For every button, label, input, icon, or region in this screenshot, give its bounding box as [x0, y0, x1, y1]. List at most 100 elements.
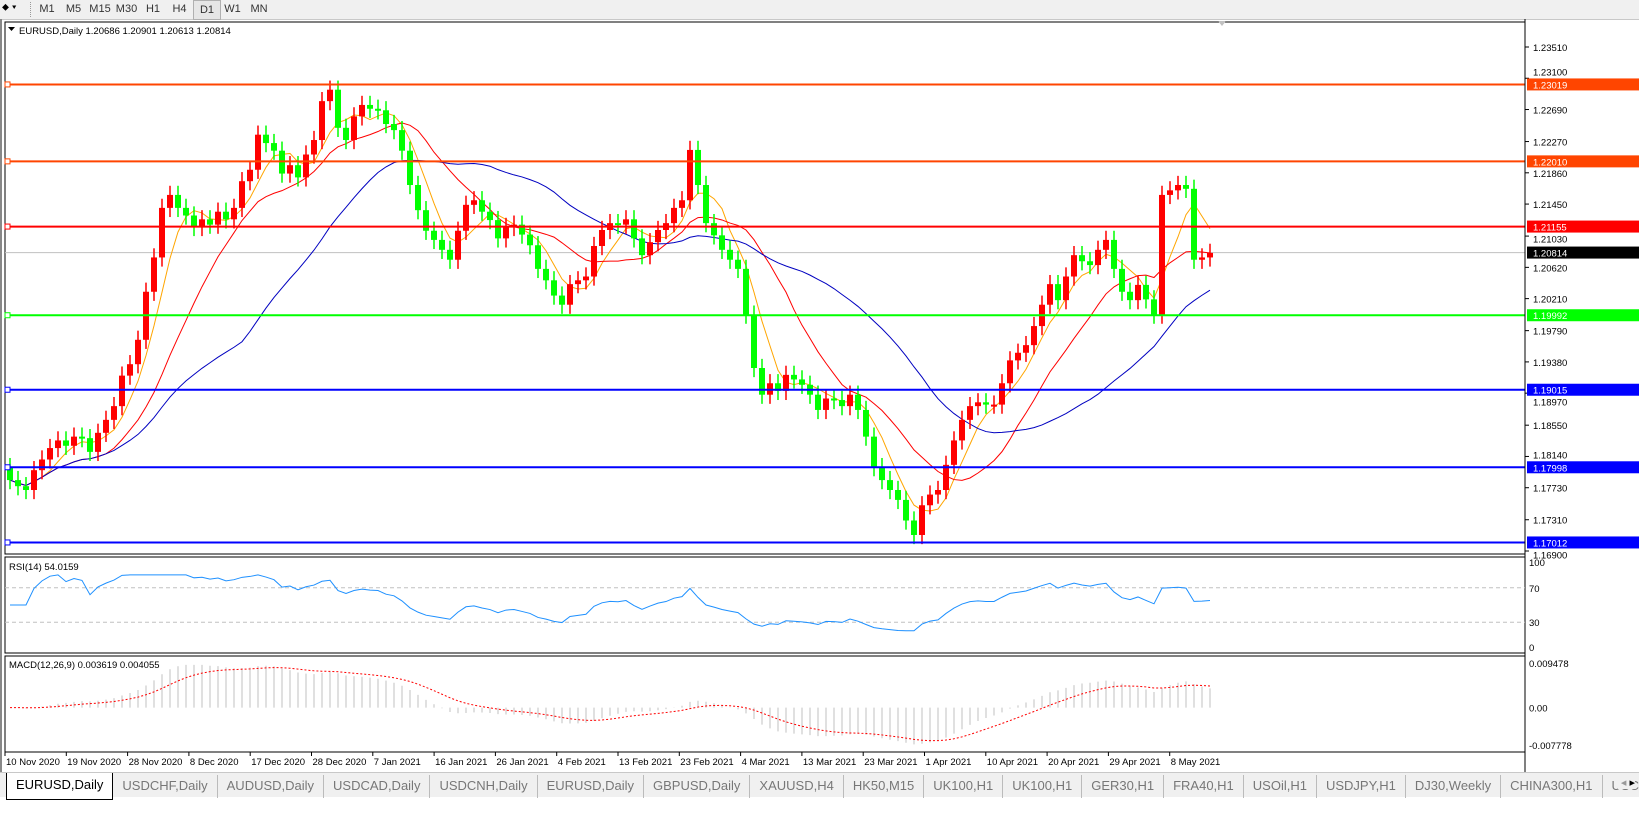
- level-price-tag: [1527, 155, 1639, 168]
- candle: [935, 480, 941, 504]
- date-label: 28 Dec 2020: [313, 757, 367, 768]
- candle-body: [399, 130, 405, 151]
- candle-body: [15, 480, 21, 487]
- candle-body: [839, 400, 845, 407]
- tab-scroll-left-icon[interactable]: ◂: [1620, 777, 1627, 789]
- candle: [743, 259, 749, 324]
- candle-body: [239, 181, 245, 208]
- candle: [535, 236, 541, 279]
- candle-body: [119, 375, 125, 407]
- candle: [631, 210, 637, 248]
- candle: [1119, 259, 1125, 301]
- candle: [87, 429, 93, 462]
- candle-body: [647, 242, 653, 256]
- candle-body: [943, 464, 949, 491]
- timeframe-m1[interactable]: M1: [39, 3, 55, 15]
- candle-body: [1095, 249, 1101, 266]
- chart-tab[interactable]: USDCHF,Daily: [113, 775, 218, 798]
- level-handle: [4, 158, 11, 165]
- macd-signal-line: [9, 667, 1211, 742]
- timeframe-d1[interactable]: D1: [193, 0, 221, 20]
- chart-tab[interactable]: HK50,M15: [844, 775, 925, 798]
- candle: [831, 389, 837, 410]
- date-label: 17 Dec 2020: [251, 757, 305, 768]
- candle-body: [71, 436, 77, 446]
- chart-tab[interactable]: EURUSD,Daily: [6, 773, 114, 800]
- drawing-tools-dropdown[interactable]: ⬥ ▾: [2, 2, 17, 13]
- date-label: 7 Jan 2021: [374, 757, 421, 768]
- chart-tab[interactable]: GER30,H1: [1082, 775, 1165, 798]
- chart-window[interactable]: EURUSD,Daily 1.20686 1.20901 1.20613 1.2…: [0, 19, 1639, 772]
- timeframe-mn[interactable]: MN: [250, 3, 268, 15]
- candle-body: [1063, 276, 1069, 301]
- chart-tab[interactable]: FRA40,H1: [1164, 775, 1244, 798]
- chart-tab[interactable]: GBPUSD,Daily: [644, 775, 751, 798]
- candle: [1159, 185, 1165, 324]
- chart-tab[interactable]: EURUSD,Daily: [538, 775, 644, 798]
- chart-tab[interactable]: UK100,H1: [924, 775, 1004, 798]
- candle: [775, 374, 781, 401]
- chart-tab[interactable]: CHINA300,H1: [1501, 775, 1603, 798]
- date-label: 10 Nov 2020: [6, 757, 60, 768]
- date-label: 26 Jan 2021: [496, 757, 548, 768]
- tab-scroll-buttons[interactable]: ◂ ▸: [1617, 776, 1635, 789]
- candle: [1047, 274, 1053, 314]
- level-price-tag: [1527, 220, 1639, 233]
- candle: [455, 221, 461, 269]
- candle: [919, 496, 925, 545]
- chart-tab[interactable]: USDJPY,H1: [1317, 775, 1406, 798]
- candle: [575, 271, 581, 294]
- price-tick-label: 1.22270: [1533, 138, 1567, 149]
- candle: [23, 477, 29, 500]
- timeframe-h4[interactable]: H4: [172, 3, 187, 15]
- level-price-label: 1.22010: [1533, 157, 1567, 168]
- candle: [367, 95, 373, 118]
- timeframe-w1[interactable]: W1: [224, 3, 241, 15]
- chart-tab[interactable]: XAUUSD,H4: [750, 775, 844, 798]
- chart-tab[interactable]: USOil,H1: [1244, 775, 1317, 798]
- candle: [1111, 230, 1117, 279]
- candle: [1167, 181, 1173, 205]
- candle: [127, 355, 133, 385]
- chart-tab[interactable]: UK100,H1: [1003, 775, 1083, 798]
- candle: [351, 107, 357, 150]
- timeframe-m15[interactable]: M15: [89, 3, 111, 15]
- chart-tab[interactable]: DJ30,Weekly: [1406, 775, 1502, 798]
- candle-body: [927, 494, 933, 506]
- candle-body: [1047, 284, 1053, 305]
- candle-body: [1143, 284, 1149, 300]
- candle-body: [1183, 185, 1189, 189]
- candle: [815, 385, 821, 420]
- candle: [623, 210, 629, 234]
- candle: [55, 431, 61, 458]
- candle-body: [159, 207, 165, 258]
- candle: [175, 185, 181, 218]
- rsi-label: RSI(14) 54.0159: [9, 562, 79, 573]
- candle-body: [287, 165, 293, 174]
- candle-body: [951, 440, 957, 465]
- candle: [895, 480, 901, 510]
- candle: [943, 455, 949, 500]
- tab-scroll-right-icon[interactable]: ▸: [1629, 777, 1635, 789]
- chart-tab[interactable]: USDCNH,Daily: [430, 775, 538, 798]
- date-label: 8 May 2021: [1171, 757, 1221, 768]
- timeframe-m5[interactable]: M5: [65, 3, 82, 15]
- candle: [1095, 240, 1101, 275]
- timeframe-m30[interactable]: M30: [115, 3, 138, 15]
- timeframe-h1[interactable]: H1: [145, 3, 161, 15]
- candle-body: [623, 219, 629, 225]
- chart-tab[interactable]: AUDUSD,Daily: [218, 775, 325, 798]
- candle: [327, 80, 333, 111]
- chart-tab[interactable]: USDCAD,Daily: [324, 775, 431, 798]
- candle-body: [247, 169, 253, 182]
- candle: [359, 95, 365, 126]
- candle-body: [255, 134, 261, 170]
- candle: [983, 393, 989, 414]
- candle: [1015, 343, 1021, 370]
- price-tick-label: 1.21860: [1533, 169, 1567, 180]
- candle-body: [383, 110, 389, 125]
- candle-body: [519, 224, 525, 235]
- candle-body: [855, 394, 861, 410]
- candle: [223, 202, 229, 229]
- candle-body: [7, 467, 13, 481]
